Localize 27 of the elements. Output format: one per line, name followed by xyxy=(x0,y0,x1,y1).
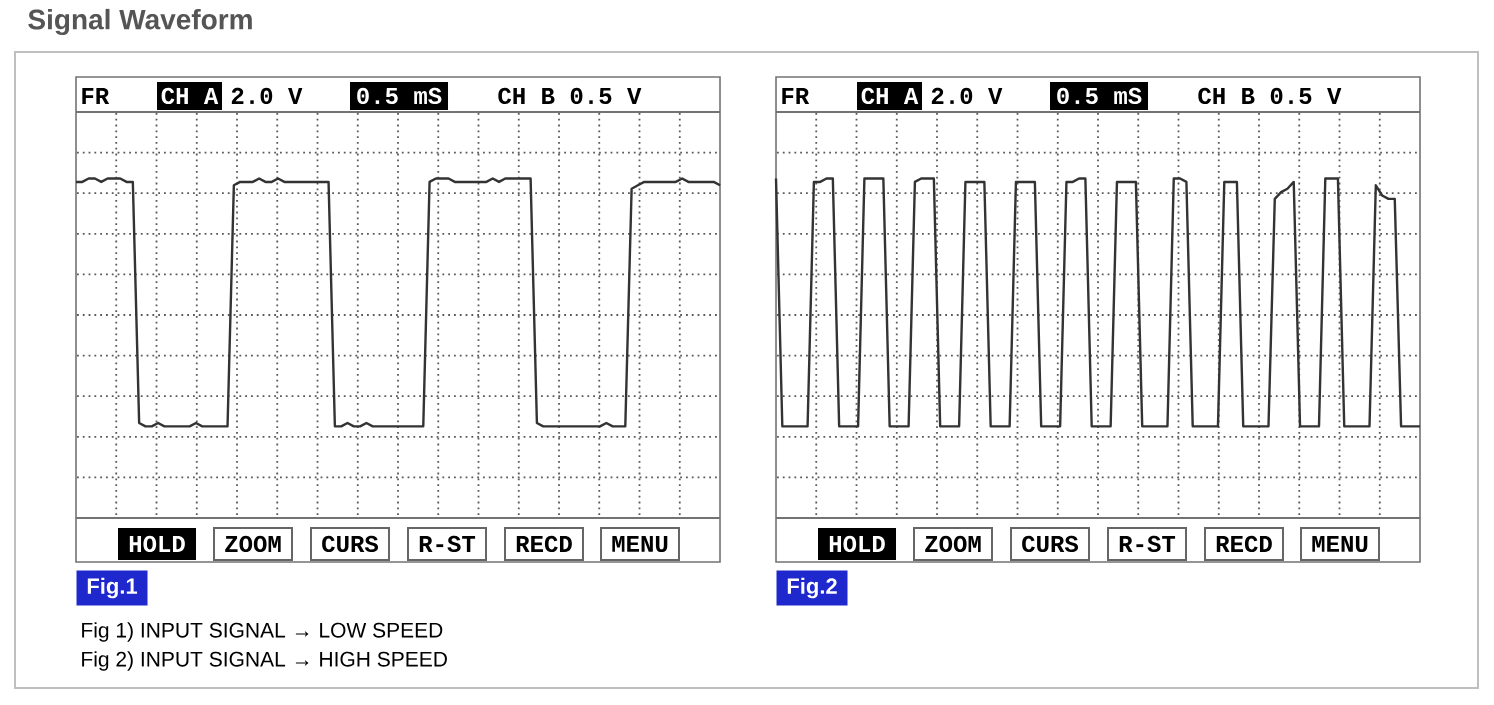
text: CH A xyxy=(161,87,219,105)
text: HOLD xyxy=(129,535,185,553)
text: RECD xyxy=(1216,535,1272,553)
text: MENU xyxy=(612,535,668,552)
text: MENU xyxy=(1312,535,1368,552)
text: CURS xyxy=(322,535,379,553)
text: FR xyxy=(82,88,110,104)
text: CURS xyxy=(1022,535,1079,553)
text: R-ST xyxy=(1119,535,1176,553)
text: 0.5 mS xyxy=(1057,87,1142,105)
text: R-ST xyxy=(419,535,476,553)
caption: Fig.2 xyxy=(787,577,837,599)
text: 0.5 mS xyxy=(357,87,442,105)
text: 2.0 V xyxy=(231,87,303,105)
text: ZOOM xyxy=(225,535,281,553)
text: CH A xyxy=(861,87,919,105)
text: HOLD xyxy=(829,535,885,553)
chart-title: Signal Waveform xyxy=(28,8,252,36)
caption: Fig.1 xyxy=(87,577,138,599)
text: CH B 0.5 V xyxy=(1198,87,1342,105)
caption: Fig 1) INPUT SIGNAL → LOW SPEED xyxy=(82,622,443,642)
text: 2.0 V xyxy=(931,87,1003,105)
text: ZOOM xyxy=(925,535,981,553)
caption: Fig 2) INPUT SIGNAL → HIGH SPEED xyxy=(82,651,447,671)
text: FR xyxy=(782,88,810,104)
text: RECD xyxy=(516,535,572,553)
text: CH B 0.5 V xyxy=(498,87,642,105)
